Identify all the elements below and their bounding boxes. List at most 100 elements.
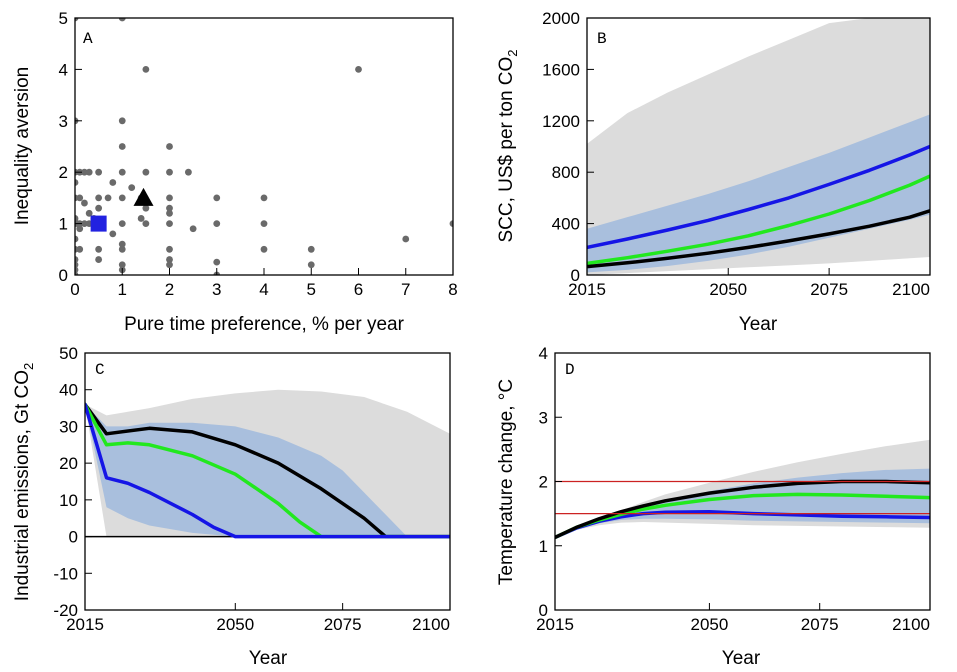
scatter-point (118, 18, 126, 22)
scatter-point (307, 245, 315, 253)
y-axis-label-b-subscript: 2 (505, 49, 520, 56)
x-tick-label: 2100 (412, 615, 450, 634)
series-line-c-green (85, 402, 450, 539)
scatter-point (166, 143, 173, 150)
scatter-point (449, 220, 453, 227)
y-tick-label: 0 (571, 266, 580, 285)
scatter-point (76, 194, 84, 202)
x-tick-label: 2050 (690, 615, 728, 634)
scatter-point (118, 143, 126, 150)
scatter-point (213, 258, 221, 266)
scatter-point (118, 245, 126, 253)
plot-content-c (85, 389, 450, 539)
y-axis-label-c-main: Industrial emissions, Gt CO (12, 370, 33, 601)
scatter-point (166, 168, 173, 176)
y-tick-label: 800 (552, 163, 580, 182)
scatter-point (81, 168, 88, 176)
scatter-point (166, 209, 173, 217)
y-axis-label-d: Temperature change, °C (496, 379, 517, 585)
x-axis-label-a: Pure time preference, % per year (124, 314, 405, 335)
panel-label-b: B (597, 30, 607, 48)
scatter-point (75, 179, 79, 186)
scatter-point (166, 194, 173, 202)
x-tick-label: 0 (70, 280, 79, 299)
scatter-point (95, 256, 103, 263)
y-tick-label: 30 (59, 417, 78, 436)
x-tick-label: 2075 (801, 615, 839, 634)
plot-frame-c (84, 352, 451, 611)
scatter-point (213, 220, 221, 228)
scatter-point (142, 66, 150, 73)
scatter-point (260, 220, 268, 228)
series-line-c-black (85, 402, 450, 539)
plot-frame-a (74, 17, 454, 276)
square-marker (90, 215, 107, 232)
y-axis-label-c-subscript: 2 (21, 363, 36, 370)
series-line-c-blue (85, 402, 450, 539)
y-axis-label-c: Industrial emissions, Gt CO2 (12, 363, 36, 601)
scatter-point (402, 235, 410, 243)
scatter-point (75, 215, 79, 222)
x-axis-label-b: Year (739, 314, 778, 335)
x-tick-label: 8 (448, 280, 457, 299)
x-tick-label: 7 (401, 280, 410, 299)
x-tick-label: 4 (259, 280, 268, 299)
y-tick-label: 0 (59, 266, 68, 285)
scatter-point (260, 245, 268, 253)
scatter-point (95, 194, 103, 202)
y-axis-label-b: SCC, US$ per ton CO2 (496, 49, 520, 242)
scatter-point (166, 204, 173, 212)
scatter-point (118, 168, 126, 176)
y-tick-label: 4 (539, 344, 548, 363)
x-tick-label: 2075 (324, 615, 362, 634)
scatter-point (166, 220, 173, 228)
plot-content-d (555, 439, 930, 540)
y-tick-label: 3 (539, 408, 548, 427)
scatter-point (109, 230, 117, 238)
scatter-point (85, 168, 93, 176)
x-tick-label: 2100 (892, 615, 930, 634)
y-tick-label: 2 (59, 163, 68, 182)
plot-area-b: 2015 2050 2075 2100 0 400 800 1200 1600 2000 (542, 9, 931, 299)
scatter-point (104, 194, 112, 202)
band-d-blue-band (555, 468, 930, 539)
scatter-point (142, 204, 150, 212)
panel-b: 2015 2050 2075 2100 0 400 800 1200 1600 2000 B Ye… (496, 9, 931, 335)
x-tick-label: 2015 (66, 615, 104, 634)
scatter-point (95, 245, 103, 253)
scatter-point (75, 235, 79, 243)
panel-label-c: C (95, 361, 105, 379)
y-tick-label: 2 (539, 473, 548, 492)
scatter-point (95, 204, 103, 212)
x-tick-label: 2 (165, 280, 174, 299)
panel-d: 2015 2050 2075 2100 0 1 2 3 4 D Year Temperature… (496, 344, 931, 669)
y-tick-label: 400 (552, 215, 580, 234)
scatter-point (166, 261, 173, 269)
y-tick-label: 1 (539, 537, 548, 556)
y-tick-label: 50 (59, 344, 78, 363)
scatter-point (75, 271, 79, 275)
scatter-point (75, 266, 79, 274)
scatter-point (189, 225, 197, 233)
scatter-point (118, 220, 126, 228)
y-tick-label: -20 (53, 601, 78, 620)
y-tick-label: 1600 (542, 60, 580, 79)
plot-area-a: 0 1 2 3 4 5 6 7 8 0 1 2 3 4 5 (59, 9, 458, 299)
x-tick-label: 2015 (536, 615, 574, 634)
scatter-point (81, 220, 88, 228)
scatter-point (185, 168, 192, 176)
x-axis-label-c: Year (249, 648, 288, 669)
scatter-point (95, 168, 103, 176)
series-line-b-blue (587, 144, 930, 250)
panel-label-a: A (83, 30, 93, 48)
scatter-point (75, 261, 79, 269)
plot-frame-b (586, 17, 931, 276)
scatter-point (355, 66, 362, 73)
y-tick-label: 5 (59, 9, 68, 28)
y-tick-label: 0 (69, 528, 78, 547)
y-tick-label: 0 (539, 601, 548, 620)
series-line-b-green (587, 174, 930, 266)
panel-label-d: D (565, 361, 575, 379)
y-tick-label: -10 (53, 564, 78, 583)
